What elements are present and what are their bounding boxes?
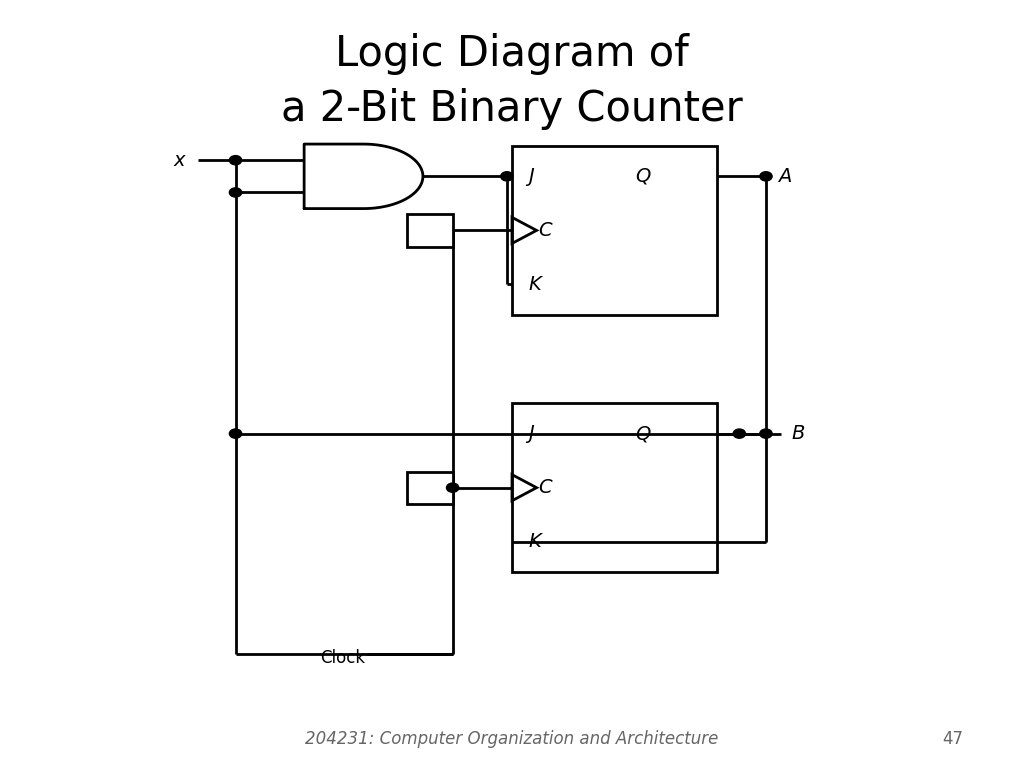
Bar (407, 472, 453, 504)
Text: C: C (539, 221, 552, 240)
Circle shape (229, 156, 242, 165)
Bar (512, 403, 717, 572)
Circle shape (760, 172, 772, 181)
Circle shape (229, 429, 242, 439)
Text: Q: Q (635, 424, 650, 443)
Circle shape (446, 483, 459, 492)
Circle shape (760, 429, 772, 439)
Text: 204231: Computer Organization and Architecture: 204231: Computer Organization and Archit… (305, 730, 719, 748)
Text: Q: Q (635, 167, 650, 186)
Text: a 2-Bit Binary Counter: a 2-Bit Binary Counter (282, 88, 742, 130)
Bar (407, 214, 453, 247)
Text: J: J (528, 167, 535, 186)
Circle shape (733, 429, 745, 439)
Circle shape (501, 172, 513, 181)
Circle shape (229, 188, 242, 197)
Text: J: J (528, 424, 535, 443)
Text: 47: 47 (942, 730, 963, 748)
Text: B: B (792, 424, 805, 443)
Bar (512, 146, 717, 315)
Text: C: C (539, 478, 552, 497)
Text: x: x (174, 151, 185, 170)
Text: K: K (528, 532, 541, 551)
Text: Clock: Clock (321, 649, 366, 667)
Text: A: A (778, 167, 792, 186)
Text: Logic Diagram of: Logic Diagram of (335, 33, 689, 74)
Text: K: K (528, 275, 541, 294)
